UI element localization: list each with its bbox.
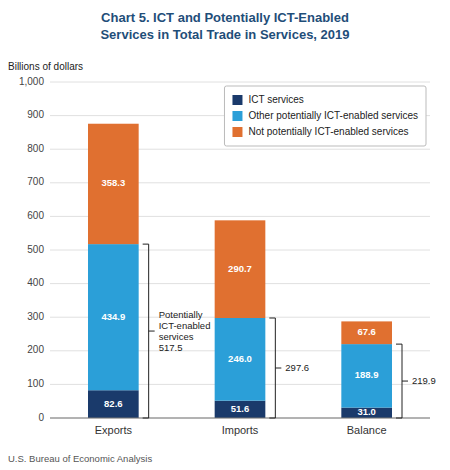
- legend-swatch: [232, 95, 242, 105]
- bar-segment: [215, 401, 266, 418]
- title-line: Services in Total Trade in Services, 201…: [100, 27, 349, 42]
- y-tick-label: 400: [27, 277, 44, 288]
- annotation-line: Potentially: [159, 308, 203, 319]
- annotation-line: 297.6: [285, 362, 309, 373]
- legend-frame: [224, 86, 426, 146]
- x-tick-label: Balance: [347, 424, 387, 436]
- bar-segment: [88, 390, 139, 418]
- legend-swatch: [232, 127, 242, 137]
- bracket: [396, 344, 408, 418]
- title-line: Chart 5. ICT and Potentially ICT-Enabled: [101, 10, 349, 25]
- x-axis-line: [50, 418, 430, 419]
- legend-entry: ICT services: [248, 94, 303, 105]
- data-label: 31.0: [357, 406, 376, 417]
- annotation: PotentiallyICT-enabledservices517.5: [159, 308, 211, 352]
- bar-segment: [88, 124, 139, 244]
- y-tick-label: 1,000: [19, 76, 44, 87]
- chart-svg: 0 100 200 300 400 500 600 700 800 900 1,000 82.6 51.…: [0, 0, 450, 470]
- bar-segment: [215, 220, 266, 318]
- y-tick-label: 700: [27, 176, 44, 187]
- data-labels: 82.6 51.6 31.0 434.9 246.0 188.9 358.3 290.7 67.…: [101, 177, 378, 417]
- annotations: PotentiallyICT-enabledservices517.5 297.6…: [143, 244, 436, 418]
- data-label: 358.3: [101, 177, 125, 188]
- annotation-line: 219.9: [412, 375, 436, 386]
- bar-segment: [341, 344, 392, 407]
- bar-segment: [215, 318, 266, 401]
- annotation-line: ICT-enabled: [159, 319, 211, 330]
- title: Chart 5. ICT and Potentially ICT-Enabled…: [100, 10, 349, 42]
- chart-container: 0 100 200 300 400 500 600 700 800 900 1,000 82.6 51.…: [0, 0, 450, 470]
- x-tick-label: Imports: [222, 424, 259, 436]
- legend-entry: Not potentially ICT-enabled services: [248, 126, 408, 137]
- y-tick-label: 500: [27, 244, 44, 255]
- data-label: 51.6: [231, 403, 250, 414]
- source: U.S. Bureau of Economic Analysis: [8, 453, 152, 464]
- data-label: 188.9: [355, 369, 379, 380]
- data-label: 246.0: [228, 353, 252, 364]
- y-tick-label: 900: [27, 109, 44, 120]
- bracket: [143, 244, 155, 418]
- y-axis-label: Billions of dollars: [8, 61, 83, 72]
- bracket: [269, 318, 281, 418]
- grid: [50, 82, 430, 418]
- annotation: 219.9: [412, 375, 436, 386]
- x-tick-label: Exports: [95, 424, 133, 436]
- data-label: 290.7: [228, 263, 252, 274]
- grid-line: [50, 82, 430, 83]
- y-tick-label: 800: [27, 143, 44, 154]
- data-label: 434.9: [101, 311, 125, 322]
- y-tick-label: 100: [27, 378, 44, 389]
- bars: [88, 124, 392, 418]
- annotation-line: 517.5: [159, 341, 183, 352]
- y-tick-label: 200: [27, 344, 44, 355]
- bar-segment: [341, 321, 392, 344]
- legend-swatch: [232, 111, 242, 121]
- grid-line: [50, 418, 430, 419]
- y-tick-label: 600: [27, 210, 44, 221]
- legend: ICT services Other potentially ICT-enable…: [224, 86, 426, 146]
- data-label: 82.6: [104, 398, 123, 409]
- y-tick-label: 0: [38, 412, 44, 423]
- legend-entry: Other potentially ICT-enabled services: [248, 110, 418, 121]
- y-tick-label: 300: [27, 311, 44, 322]
- data-label: 67.6: [357, 326, 376, 337]
- bar-segment: [88, 244, 139, 390]
- annotation: 297.6: [285, 362, 309, 373]
- annotation-line: services: [159, 330, 194, 341]
